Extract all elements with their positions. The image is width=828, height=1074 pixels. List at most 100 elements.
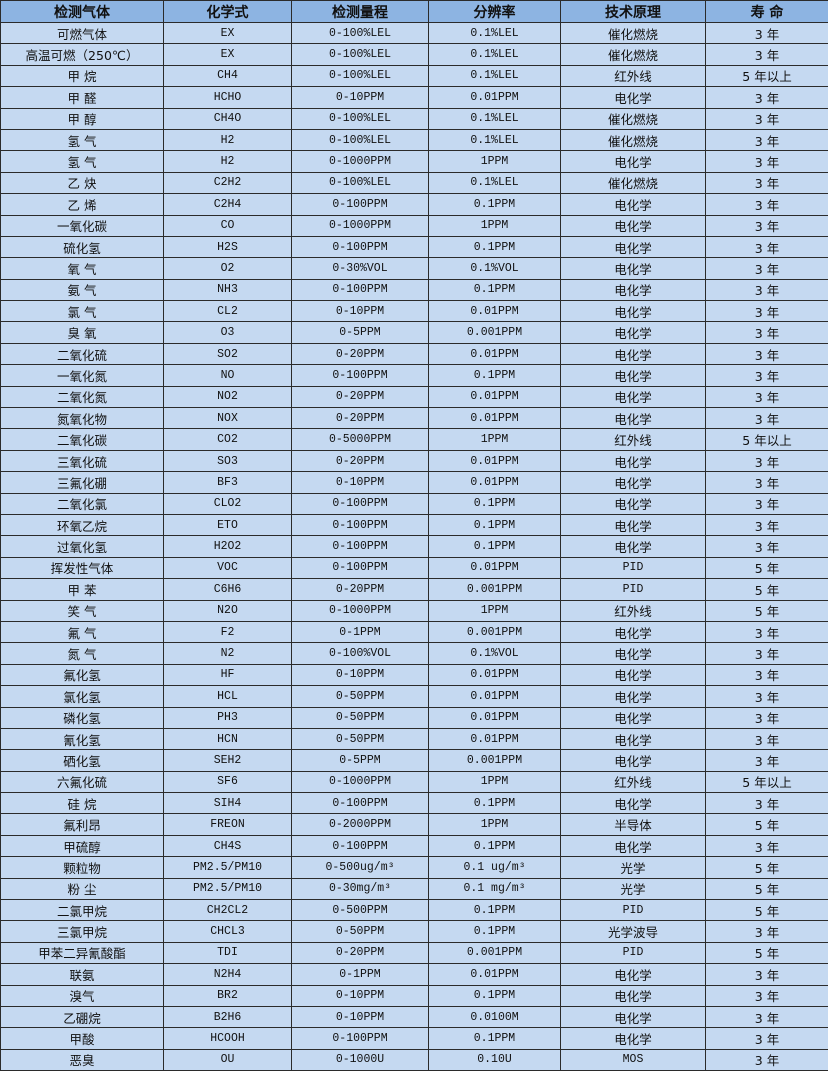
cell-resolution: 0.1PPM — [428, 193, 561, 216]
cell-range: 0-100PPM — [291, 513, 429, 537]
cell-gas-name: 硫化氢 — [0, 235, 164, 259]
cell-resolution: 0.01PPM — [428, 300, 561, 323]
table-row: 联氨 N2H4 0-1PPM 0.01PPM 电化学 3 年 — [0, 963, 828, 986]
cell-range: 0-50PPM — [291, 685, 429, 708]
cell-range: 0-10PPM — [291, 471, 429, 494]
cell-gas-name: 可燃气体 — [0, 21, 164, 45]
cell-principle: 电化学 — [560, 321, 706, 344]
cell-lifetime: 3 年 — [705, 342, 828, 366]
cell-lifetime: 3 年 — [705, 278, 828, 302]
cell-lifetime: 3 年 — [705, 513, 828, 537]
cell-range: 0-20PPM — [291, 578, 429, 601]
cell-resolution: 1PPM — [428, 770, 561, 794]
header-gas: 检测气体 — [0, 0, 164, 23]
cell-formula: N2 — [163, 642, 292, 665]
cell-gas-name: 颗粒物 — [0, 856, 164, 879]
cell-lifetime: 3 年 — [705, 321, 828, 344]
cell-gas-name: 六氟化硫 — [0, 770, 164, 794]
cell-resolution: 0.01PPM — [428, 685, 561, 708]
table-row: 氯 气 CL2 0-10PPM 0.01PPM 电化学 3 年 — [0, 300, 828, 323]
table-row: 一氧化碳 CO 0-1000PPM 1PPM 电化学 3 年 — [0, 214, 828, 237]
cell-resolution: 0.1%LEL — [428, 107, 561, 130]
cell-formula: TDI — [163, 941, 292, 965]
cell-principle: 电化学 — [560, 300, 706, 323]
cell-resolution: 0.01PPM — [428, 449, 561, 473]
cell-lifetime: 3 年 — [705, 920, 828, 943]
cell-principle: 电化学 — [560, 364, 706, 387]
cell-resolution: 0.1%LEL — [428, 128, 561, 152]
cell-gas-name: 环氧乙烷 — [0, 513, 164, 537]
cell-gas-name: 二氧化硫 — [0, 342, 164, 366]
cell-principle: 催化燃烧 — [560, 128, 706, 152]
cell-lifetime: 5 年 — [705, 856, 828, 879]
cell-gas-name: 氟 气 — [0, 620, 164, 644]
cell-principle: 电化学 — [560, 749, 706, 772]
cell-range: 0-100%LEL — [291, 64, 429, 88]
cell-resolution: 0.1PPM — [428, 492, 561, 515]
cell-gas-name: 磷化氢 — [0, 706, 164, 729]
cell-lifetime: 3 年 — [705, 171, 828, 195]
cell-range: 0-100%LEL — [291, 171, 429, 195]
table-row: 甲 烷 CH4 0-100%LEL 0.1%LEL 红外线 5 年以上 — [0, 64, 828, 88]
cell-range: 0-100PPM — [291, 193, 429, 216]
cell-principle: 电化学 — [560, 214, 706, 237]
cell-lifetime: 3 年 — [705, 1005, 828, 1029]
cell-range: 0-30mg/m³ — [291, 877, 429, 901]
cell-lifetime: 3 年 — [705, 107, 828, 130]
cell-formula: F2 — [163, 620, 292, 644]
cell-lifetime: 3 年 — [705, 492, 828, 515]
cell-gas-name: 氮 气 — [0, 642, 164, 665]
cell-lifetime: 3 年 — [705, 642, 828, 665]
cell-gas-name: 乙硼烷 — [0, 1005, 164, 1029]
cell-range: 0-1PPM — [291, 963, 429, 986]
cell-range: 0-50PPM — [291, 727, 429, 751]
cell-principle: 催化燃烧 — [560, 171, 706, 195]
cell-range: 0-100PPM — [291, 1027, 429, 1050]
cell-principle: 电化学 — [560, 86, 706, 109]
table-row: 一氧化氮 NO 0-100PPM 0.1PPM 电化学 3 年 — [0, 364, 828, 387]
cell-formula: HF — [163, 663, 292, 687]
cell-formula: CH4O — [163, 107, 292, 130]
cell-range: 0-5PPM — [291, 749, 429, 772]
table-row: 二氧化碳 CO2 0-5000PPM 1PPM 红外线 5 年以上 — [0, 428, 828, 451]
cell-lifetime: 3 年 — [705, 1048, 828, 1072]
cell-principle: 电化学 — [560, 385, 706, 409]
header-row: 检测气体 化学式 检测量程 分辨率 技术原理 寿 命 — [0, 0, 828, 23]
cell-lifetime: 3 年 — [705, 150, 828, 173]
cell-resolution: 0.1 mg/m³ — [428, 877, 561, 901]
table-row: 乙 烯 C2H4 0-100PPM 0.1PPM 电化学 3 年 — [0, 193, 828, 216]
cell-range: 0-10PPM — [291, 300, 429, 323]
cell-formula: N2O — [163, 599, 292, 622]
cell-resolution: 0.1PPM — [428, 899, 561, 922]
cell-range: 0-100%LEL — [291, 21, 429, 45]
cell-principle: 红外线 — [560, 770, 706, 794]
cell-principle: 催化燃烧 — [560, 107, 706, 130]
cell-range: 0-500ug/m³ — [291, 856, 429, 879]
cell-gas-name: 氟利昂 — [0, 813, 164, 836]
cell-range: 0-20PPM — [291, 941, 429, 965]
cell-formula: HCOOH — [163, 1027, 292, 1050]
table-row: 环氧乙烷 ETO 0-100PPM 0.1PPM 电化学 3 年 — [0, 513, 828, 537]
header-range: 检测量程 — [291, 0, 429, 23]
cell-resolution: 1PPM — [428, 428, 561, 451]
cell-lifetime: 3 年 — [705, 685, 828, 708]
cell-formula: SO3 — [163, 449, 292, 473]
cell-formula: CH4S — [163, 834, 292, 858]
cell-resolution: 0.1%VOL — [428, 642, 561, 665]
cell-gas-name: 氯 气 — [0, 300, 164, 323]
cell-gas-name: 氯化氢 — [0, 685, 164, 708]
cell-lifetime: 3 年 — [705, 663, 828, 687]
cell-resolution: 1PPM — [428, 599, 561, 622]
cell-lifetime: 3 年 — [705, 86, 828, 109]
cell-gas-name: 粉 尘 — [0, 877, 164, 901]
cell-lifetime: 3 年 — [705, 193, 828, 216]
table-row: 氧 气 O2 0-30%VOL 0.1%VOL 电化学 3 年 — [0, 257, 828, 280]
cell-lifetime: 3 年 — [705, 128, 828, 152]
cell-principle: 电化学 — [560, 193, 706, 216]
cell-gas-name: 一氧化碳 — [0, 214, 164, 237]
cell-lifetime: 5 年 — [705, 941, 828, 965]
cell-formula: C2H2 — [163, 171, 292, 195]
cell-resolution: 1PPM — [428, 813, 561, 836]
cell-lifetime: 3 年 — [705, 43, 828, 66]
cell-principle: 电化学 — [560, 257, 706, 280]
